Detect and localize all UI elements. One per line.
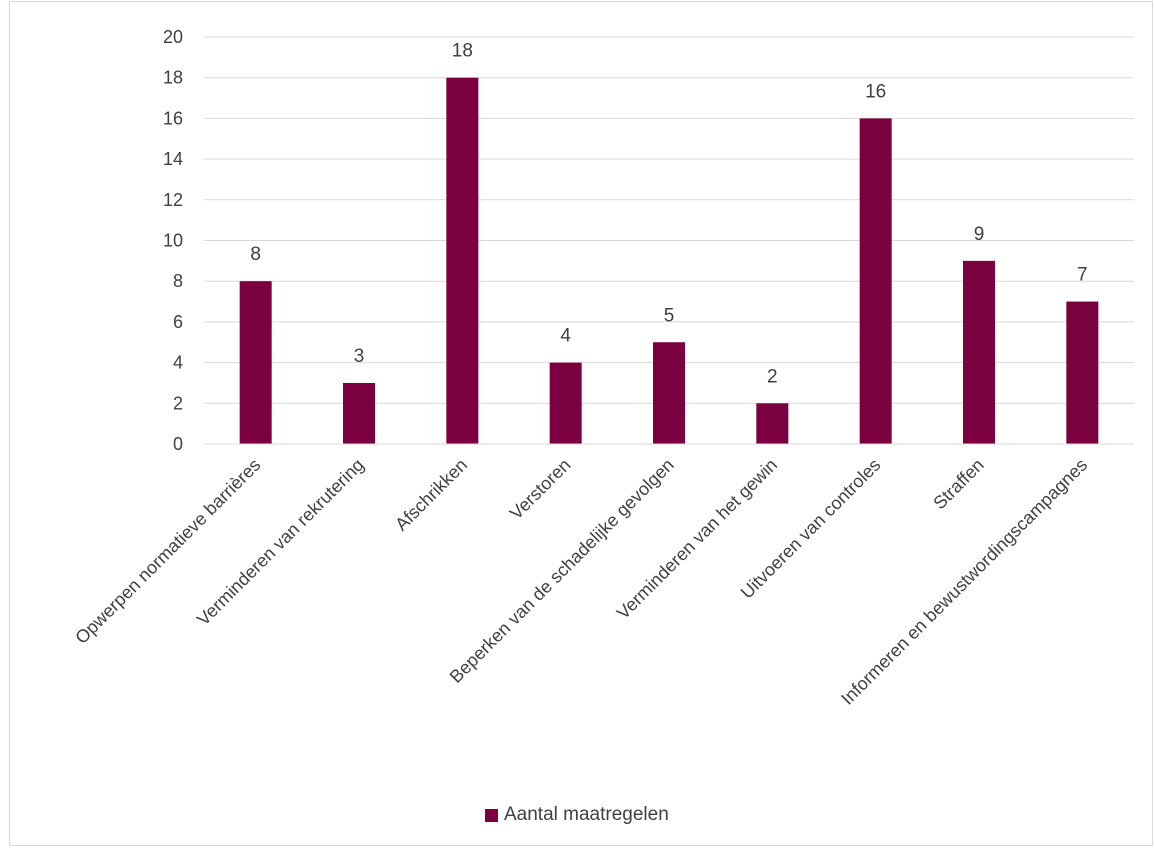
x-axis-labels: Opwerpen normatieve barrièresVerminderen… — [71, 455, 1091, 709]
bar — [239, 281, 272, 444]
y-tick-label: 0 — [173, 434, 183, 454]
bar — [756, 403, 789, 444]
x-tick-label: Opwerpen normatieve barrières — [71, 455, 264, 648]
y-tick-label: 14 — [163, 149, 183, 169]
bar — [1066, 301, 1099, 444]
x-tick-label: Straffen — [929, 455, 987, 513]
y-tick-label: 12 — [163, 190, 183, 210]
data-label: 16 — [865, 81, 886, 102]
y-tick-label: 8 — [173, 271, 183, 291]
y-tick-label: 18 — [163, 68, 183, 88]
x-tick-label: Afschrikken — [391, 455, 471, 535]
y-axis-ticks: 0 2 4 6 8 10 12 14 16 18 20 — [163, 27, 183, 454]
bars — [239, 77, 1099, 445]
data-label: 4 — [560, 326, 571, 347]
y-tick-label: 10 — [163, 231, 183, 251]
data-label: 5 — [664, 305, 675, 326]
data-labels: 8 3 18 4 5 2 16 9 7 — [250, 41, 1087, 388]
data-label: 7 — [1077, 265, 1088, 286]
x-tick-label: Informeren en bewustwordingscampagnes — [837, 455, 1091, 709]
data-label: 9 — [974, 224, 985, 245]
bar — [859, 118, 892, 445]
y-tick-label: 6 — [173, 312, 183, 332]
data-label: 3 — [354, 346, 365, 367]
bar — [446, 77, 479, 444]
data-label: 8 — [250, 244, 261, 265]
x-tick-label: Verstoren — [506, 455, 575, 524]
x-tick-label: Beperken van de schadelijke gevolgen — [446, 455, 678, 687]
x-tick-label: Verminderen van rekrutering — [193, 455, 368, 630]
legend-swatch — [485, 808, 498, 822]
bar — [963, 260, 995, 444]
legend-label: Aantal maatregelen — [504, 804, 669, 825]
bar — [549, 362, 582, 444]
y-tick-label: 20 — [163, 27, 183, 47]
y-tick-label: 4 — [173, 353, 183, 373]
y-tick-label: 2 — [173, 393, 183, 413]
bar — [653, 342, 685, 444]
data-label: 18 — [452, 41, 473, 62]
data-label: 2 — [767, 366, 778, 387]
legend: Aantal maatregelen — [485, 804, 669, 826]
bar — [343, 382, 375, 444]
y-tick-label: 16 — [163, 108, 183, 128]
